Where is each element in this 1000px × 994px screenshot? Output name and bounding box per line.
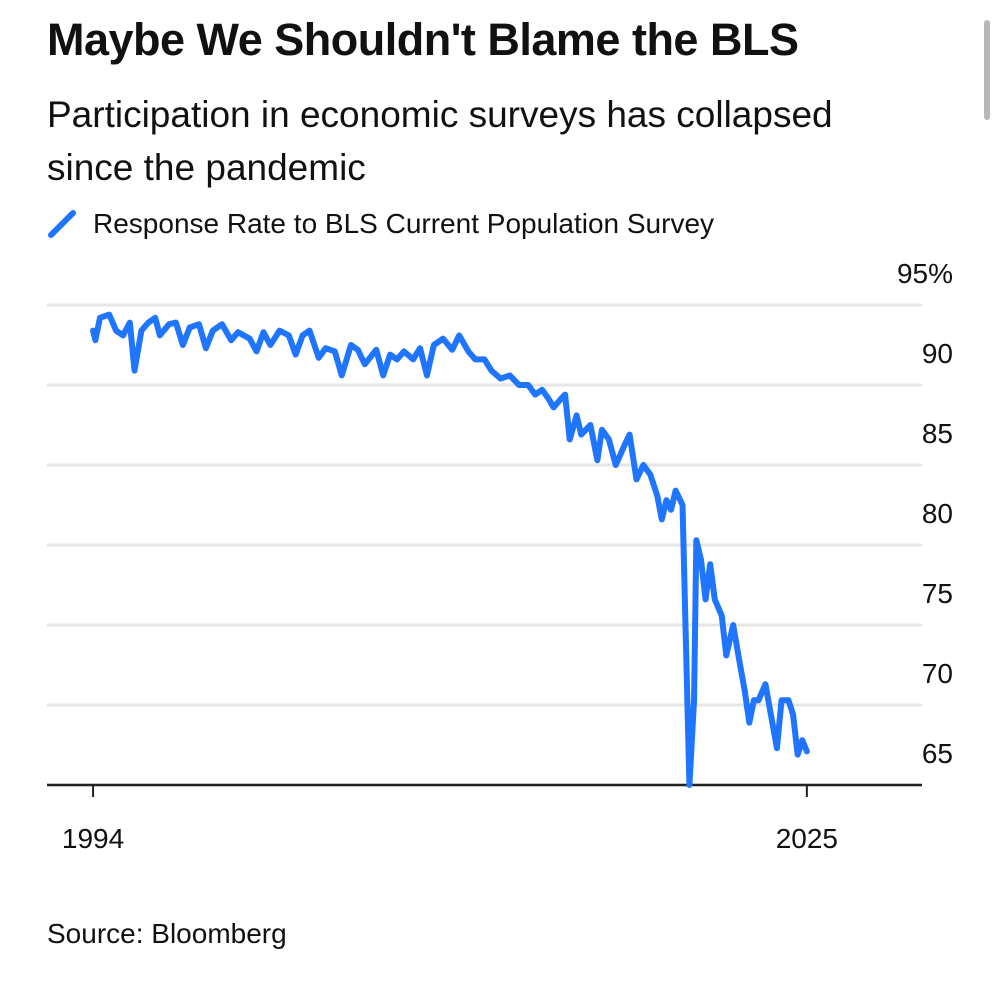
- scrollbar: [984, 20, 990, 120]
- x-tick-label: 1994: [62, 823, 124, 854]
- chart-title: Maybe We Shouldn't Blame the BLS: [47, 14, 799, 65]
- chart-subtitle: Participation in economic surveys has co…: [47, 94, 833, 188]
- y-tick-label: 75: [922, 578, 953, 609]
- y-tick-label: 95%: [897, 258, 953, 289]
- source-note: Source: Bloomberg: [47, 918, 287, 949]
- legend-label: Response Rate to BLS Current Population …: [93, 208, 715, 239]
- legend-swatch: [48, 210, 76, 238]
- y-tick-label: 70: [922, 658, 953, 689]
- y-tick-label: 90: [922, 338, 953, 369]
- legend: Response Rate to BLS Current Population …: [47, 208, 714, 240]
- data-line: [90, 311, 810, 788]
- chart: 65 70 75 80 85 90 95% 1994 2025: [47, 258, 953, 854]
- y-tick-label: 65: [922, 738, 953, 769]
- y-tick-label: 85: [922, 418, 953, 449]
- x-tick-label: 2025: [776, 823, 838, 854]
- y-tick-label: 80: [922, 498, 953, 529]
